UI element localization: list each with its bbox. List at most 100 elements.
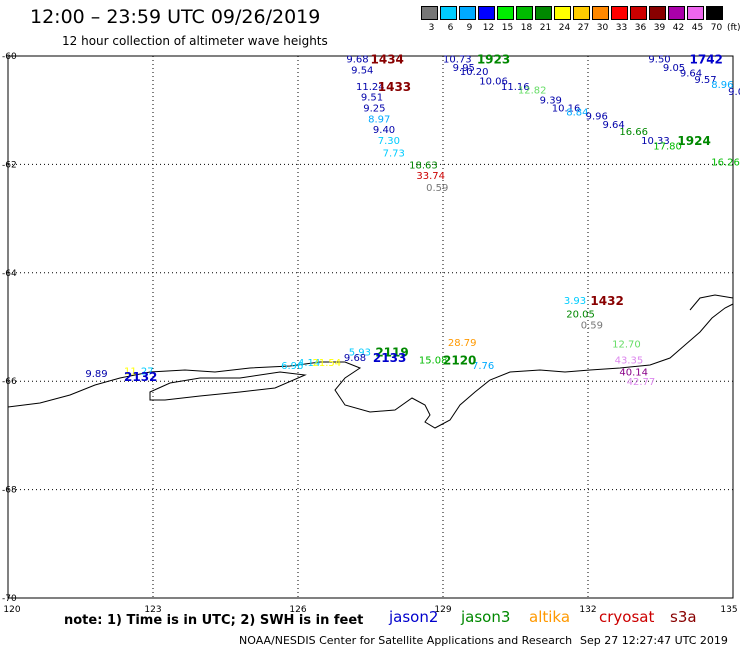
x-tick-label: 126 <box>289 605 306 615</box>
x-tick-label: 129 <box>434 605 451 615</box>
colorbar-label: 6 <box>447 23 454 33</box>
wave-height-label: 7.76 <box>472 361 494 372</box>
colorbar-label: 30 <box>596 23 609 33</box>
wave-height-label: 9.0 <box>728 87 740 98</box>
colorbar-label: 12 <box>482 23 495 33</box>
colorbar-swatch <box>668 6 685 20</box>
x-tick-label: 120 <box>3 605 20 615</box>
wave-height-label: 10.20 <box>460 67 489 78</box>
pass-time-label: 1433 <box>378 80 411 94</box>
pass-time-label: 1432 <box>590 294 623 308</box>
y-tick-label: -62 <box>2 160 17 170</box>
y-tick-label: -60 <box>2 52 17 62</box>
colorbar-swatch <box>516 6 533 20</box>
wave-height-label: 9.68 <box>346 55 368 66</box>
wave-height-label: 9.57 <box>694 75 716 86</box>
page-title: 12:00 – 23:59 UTC 09/26/2019 <box>30 6 321 28</box>
colorbar-label: 27 <box>577 23 590 33</box>
coastline <box>7 303 734 429</box>
x-tick-label: 123 <box>144 605 161 615</box>
wave-height-label: 0.59 <box>581 320 603 331</box>
colorbar-label: 3 <box>428 23 435 33</box>
wave-height-label: 9.89 <box>85 369 107 380</box>
pass-time-label: 1434 <box>371 53 404 67</box>
y-tick-label: -70 <box>2 594 17 604</box>
wave-height-label: 6.96 <box>281 361 303 372</box>
colorbar-swatch <box>573 6 590 20</box>
colorbar-label: 42 <box>672 23 685 33</box>
wave-height-label: 43.35 <box>615 356 644 367</box>
satellite-legend-cryosat: cryosat <box>599 608 655 626</box>
pass-time-label: 1923 <box>477 53 510 67</box>
wave-height-label: 9.64 <box>680 68 702 79</box>
credit-text: NOAA/NESDIS Center for Satellite Applica… <box>239 634 573 647</box>
x-tick-label: 132 <box>579 605 596 615</box>
wave-height-label: 42.77 <box>627 377 656 388</box>
colorbar-label: 21 <box>539 23 552 33</box>
coastline-peninsula <box>689 294 734 311</box>
wave-height-label: 11 <box>124 366 137 377</box>
satellite-legend-altika: altika <box>529 608 571 626</box>
colorbar-swatch <box>478 6 495 20</box>
colorbar-swatch <box>649 6 666 20</box>
wave-height-label: 40.14 <box>619 367 648 378</box>
wave-height-label: 9.95 <box>453 63 475 74</box>
pass-time-label: 2133 <box>373 351 406 365</box>
colorbar-label: 15 <box>501 23 514 33</box>
wave-height-label: 17.80 <box>653 141 682 152</box>
wave-height-label: 9.39 <box>540 95 562 106</box>
wave-height-label: 33.74 <box>416 171 445 182</box>
satellite-legend-jason3: jason3 <box>461 608 511 626</box>
colorbar-swatch <box>497 6 514 20</box>
pass-time-label: 1742 <box>690 53 723 67</box>
coastline-inlet <box>149 371 307 401</box>
colorbar-swatch <box>592 6 609 20</box>
wave-height-label: 16.66 <box>619 127 648 138</box>
wave-height-label: 10.73 <box>443 55 472 66</box>
pass-time-label: 2120 <box>443 354 476 368</box>
wave-height-label: 20.05 <box>566 309 595 320</box>
wave-height-label: 10.16 <box>552 103 581 114</box>
wave-height-label: 12.82 <box>518 86 547 97</box>
page-subtitle: 12 hour collection of altimeter wave hei… <box>62 34 328 48</box>
pass-time-label: 1924 <box>677 134 710 148</box>
pass-time-label: 2119 <box>375 345 408 359</box>
colorbar-label: 45 <box>691 23 704 33</box>
wave-height-label: 5.93 <box>349 347 371 358</box>
wave-height-label: 11.24 <box>356 82 385 93</box>
wave-height-label: 7.30 <box>378 136 400 147</box>
colorbar-label: 39 <box>653 23 666 33</box>
wave-height-label: 15.08 <box>419 356 448 367</box>
colorbar-swatch <box>421 6 438 20</box>
colorbar-unit: (ft) <box>727 23 740 33</box>
satellite-legend-jason2: jason2 <box>389 608 439 626</box>
wave-height-label: 11.16 <box>501 82 530 93</box>
colorbar-swatch <box>440 6 457 20</box>
colorbar-label: 70 <box>710 23 723 33</box>
wave-height-label: 3.93 <box>564 296 586 307</box>
colorbar-swatch <box>706 6 723 20</box>
x-tick-label: 135 <box>720 605 737 615</box>
wave-height-label: 10.06 <box>479 76 508 87</box>
wave-height-label: 9.50 <box>648 55 670 66</box>
footer-note: note: 1) Time is in UTC; 2) SWH is in fe… <box>64 613 364 628</box>
wave-height-label: 12.70 <box>612 339 641 350</box>
colorbar-label: 33 <box>615 23 628 33</box>
wave-height-label: 9.05 <box>663 63 685 74</box>
wave-height-label: 0.59 <box>426 183 448 194</box>
plot-frame <box>7 55 734 599</box>
colorbar-swatch <box>611 6 628 20</box>
wave-height-label: 8.97 <box>368 114 390 125</box>
wave-height-label: 9.25 <box>363 103 385 114</box>
wave-height-label: 27 <box>141 366 154 377</box>
colorbar-swatch <box>535 6 552 20</box>
colorbar-swatch <box>459 6 476 20</box>
satellite-legend-s3a: s3a <box>670 608 697 626</box>
wave-height-label: 8.84 <box>566 107 588 118</box>
wave-height-label: 28.79 <box>448 338 477 349</box>
wave-height-label: 9.64 <box>603 120 625 131</box>
wave-height-label: 18.63 <box>409 160 438 171</box>
colorbar-label: 18 <box>520 23 533 33</box>
colorbar-label: 24 <box>558 23 571 33</box>
